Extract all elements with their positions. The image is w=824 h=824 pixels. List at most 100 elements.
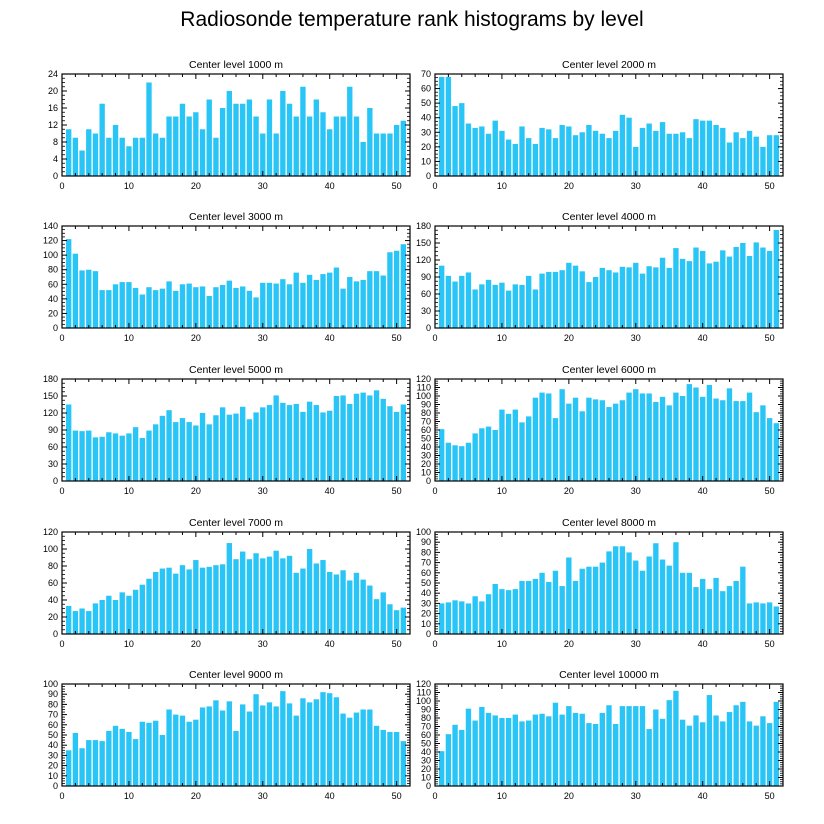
y-tick-label: 120 [43, 527, 58, 537]
bar [400, 607, 406, 634]
y-tick-label: 10 [48, 771, 58, 781]
bar [79, 748, 85, 786]
bar [186, 422, 192, 481]
bar [526, 580, 532, 634]
bar [300, 282, 306, 328]
bar [373, 390, 380, 481]
bar [86, 129, 92, 176]
bar [293, 116, 299, 176]
bar [226, 543, 232, 634]
y-tick-label: 20 [421, 142, 431, 152]
x-tick-label: 40 [325, 791, 335, 801]
y-tick-label: 20 [421, 459, 431, 469]
panel-title: Center level 4000 m [562, 211, 656, 223]
bar [86, 611, 92, 634]
bar [99, 436, 105, 481]
bar [592, 723, 599, 786]
bar [286, 103, 293, 176]
bar [327, 410, 333, 481]
bar [760, 603, 766, 634]
bar [347, 403, 353, 481]
bar [353, 712, 360, 786]
bar [532, 143, 539, 176]
bar [186, 283, 192, 328]
x-tick-label: 0 [59, 486, 64, 496]
bar [492, 715, 498, 786]
bar [139, 721, 145, 786]
bar [512, 714, 518, 786]
x-tick-label: 40 [325, 333, 335, 343]
bar [173, 116, 179, 176]
bar [592, 566, 599, 634]
y-tick-label: 10 [421, 619, 431, 629]
bar [186, 569, 192, 634]
bar [559, 270, 565, 328]
bar [673, 542, 679, 634]
bar [526, 720, 532, 786]
bar [579, 132, 585, 176]
y-tick-label: 90 [421, 705, 431, 715]
x-tick-label: 50 [392, 333, 402, 343]
bar [599, 712, 605, 786]
x-tick-label: 20 [564, 791, 574, 801]
bar [66, 605, 72, 634]
y-tick-label: 90 [421, 537, 431, 547]
bar [720, 400, 726, 481]
bar [353, 572, 360, 634]
bar [539, 127, 545, 176]
panel-title: Center level 2000 m [562, 59, 656, 71]
bar [639, 127, 646, 176]
bar [146, 82, 152, 176]
y-tick-label: 20 [48, 86, 58, 96]
bar [760, 247, 766, 328]
bar [393, 610, 400, 634]
bar [293, 572, 299, 634]
bar [92, 133, 99, 176]
bar [592, 399, 599, 481]
y-tick-label: 60 [48, 442, 58, 452]
bar [360, 579, 366, 634]
bar [546, 581, 552, 634]
bar [633, 560, 639, 634]
bar [659, 718, 666, 786]
bar [166, 116, 172, 176]
bar [340, 288, 346, 328]
bar [706, 589, 713, 634]
panel-title: Center level 7000 m [189, 517, 283, 529]
x-tick-label: 40 [698, 486, 708, 496]
y-tick-label: 30 [421, 306, 431, 316]
bar [472, 433, 478, 481]
x-tick-label: 0 [432, 486, 437, 496]
bar [452, 600, 458, 634]
bar [619, 546, 626, 634]
bar [673, 392, 679, 481]
bar [380, 133, 386, 176]
bar [219, 564, 226, 634]
bar [219, 407, 226, 481]
y-tick-label: 140 [43, 221, 58, 231]
bar [280, 558, 286, 634]
bar [519, 721, 525, 786]
y-tick-label: 0 [426, 476, 431, 486]
bar [512, 409, 518, 481]
y-tick-label: 0 [426, 781, 431, 791]
bar [293, 272, 299, 328]
x-tick-label: 10 [124, 181, 134, 191]
x-tick-label: 20 [564, 181, 574, 191]
bar [740, 401, 746, 481]
bar [393, 125, 400, 176]
bar [99, 600, 105, 634]
bar [286, 703, 293, 786]
bar [639, 393, 646, 481]
bar [693, 715, 699, 786]
bar [313, 699, 319, 786]
bar [700, 120, 706, 176]
bar [139, 437, 145, 481]
bar [159, 137, 166, 176]
bar [166, 709, 172, 786]
y-tick-label: 100 [416, 391, 431, 401]
y-tick-label: 10 [421, 468, 431, 478]
bar [519, 126, 525, 176]
bar [313, 563, 319, 634]
bar [153, 424, 159, 481]
